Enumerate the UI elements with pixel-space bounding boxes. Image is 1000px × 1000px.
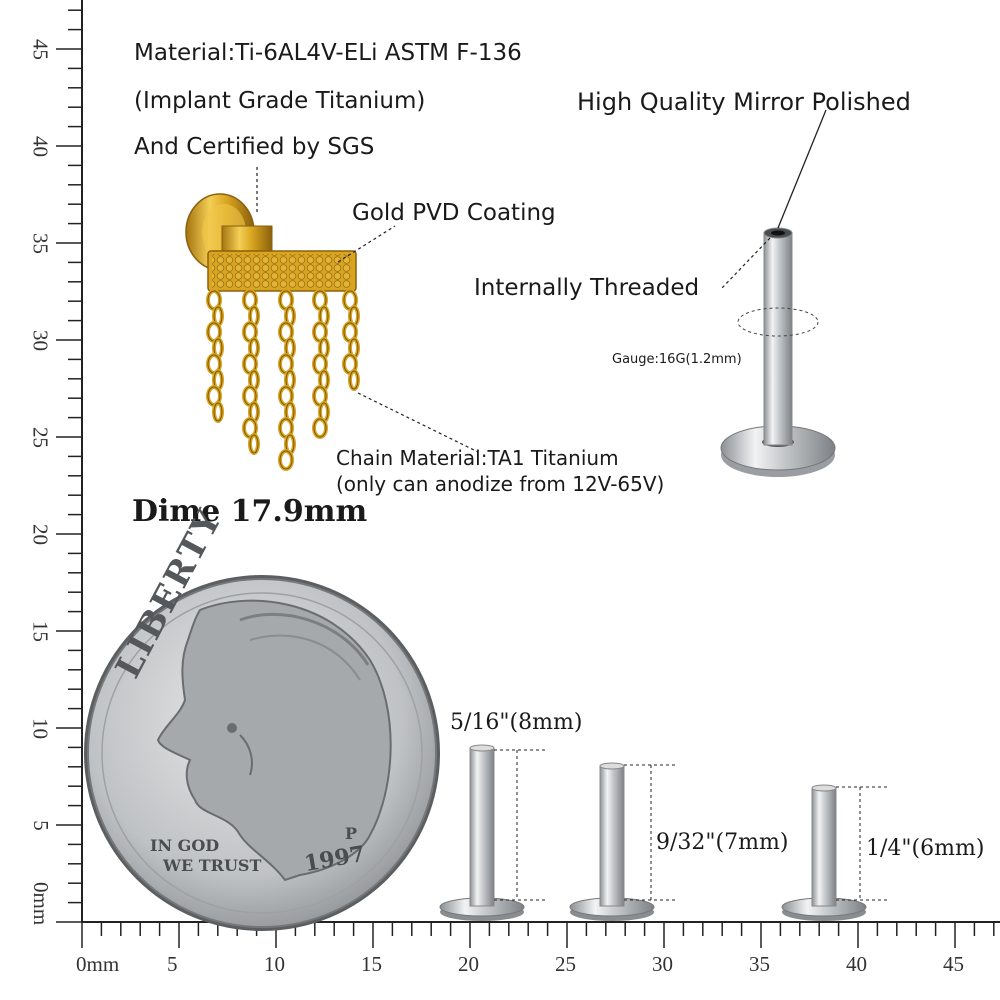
chain-link <box>349 370 359 390</box>
ruler-bottom-label: 45 <box>943 952 964 976</box>
post-6mm <box>781 784 888 921</box>
ruler-left-label: 35 <box>28 233 53 254</box>
gauge-label: Gauge:16G(1.2mm) <box>612 352 742 367</box>
ruler-bottom-label: 20 <box>458 952 479 976</box>
ruler-bottom-label: 35 <box>749 952 770 976</box>
ruler-left-label: 30 <box>28 330 53 351</box>
internally-threaded-label: Internally Threaded <box>474 275 700 301</box>
ruler-bottom-label: 5 <box>167 952 178 976</box>
portrait <box>156 599 392 882</box>
implant-grade-label: (Implant Grade Titanium) <box>134 88 426 114</box>
ruler-left-label: 20 <box>28 524 53 545</box>
post-7mm <box>569 762 678 921</box>
chain-link <box>213 402 223 422</box>
chain-link <box>313 418 327 438</box>
ruler-left-label: 45 <box>28 39 53 60</box>
ruler-left-label: 10 <box>28 718 53 739</box>
ruler-bottom-label: 30 <box>652 952 673 976</box>
coin-motto-line2: WE TRUST <box>163 856 262 875</box>
dime-size-label: Dime 17.9mm <box>132 494 368 529</box>
material-label: Material:Ti-6AL4V-ELi ASTM F-136 <box>134 40 522 66</box>
gold-chain-earring <box>185 165 479 471</box>
ruler-left-label: 25 <box>28 427 53 448</box>
ruler-horizontal-ticks <box>81 922 995 948</box>
ruler-bottom-label: 0mm <box>76 952 120 976</box>
ruler-vertical-ticks <box>56 9 82 923</box>
ruler-bottom-label: 15 <box>361 952 382 976</box>
ruler-bottom-label: 10 <box>264 952 285 976</box>
ruler-left-label: 0mm <box>28 882 53 926</box>
mirror-polished-label: High Quality Mirror Polished <box>577 88 911 116</box>
length-7mm-label: 9/32"(7mm) <box>656 830 789 855</box>
ruler-left-label: 5 <box>28 820 53 831</box>
chain-material-label: Chain Material:TA1 Titanium <box>336 446 619 470</box>
coin-motto-line1: IN GOD <box>150 836 220 855</box>
ruler-left-label: 15 <box>28 621 53 642</box>
length-8mm-label: 5/16"(8mm) <box>450 710 583 735</box>
chain-strands <box>206 289 360 471</box>
post-8mm <box>439 744 545 921</box>
chain-anodize-label: (only can anodize from 12V-65V) <box>336 472 665 496</box>
ruler-bottom-label: 25 <box>555 952 576 976</box>
certification-label: And Certified by SGS <box>134 134 375 160</box>
chain-link <box>249 434 259 454</box>
ruler-bottom-label: 40 <box>846 952 867 976</box>
chain-link <box>279 450 293 470</box>
coin-mint-mark: P <box>345 824 358 843</box>
dime-coin <box>84 575 440 931</box>
gold-pvd-label: Gold PVD Coating <box>352 200 556 226</box>
length-6mm-label: 1/4"(6mm) <box>866 836 985 861</box>
labret-stud <box>720 109 836 477</box>
ruler-left-label: 40 <box>28 136 53 157</box>
